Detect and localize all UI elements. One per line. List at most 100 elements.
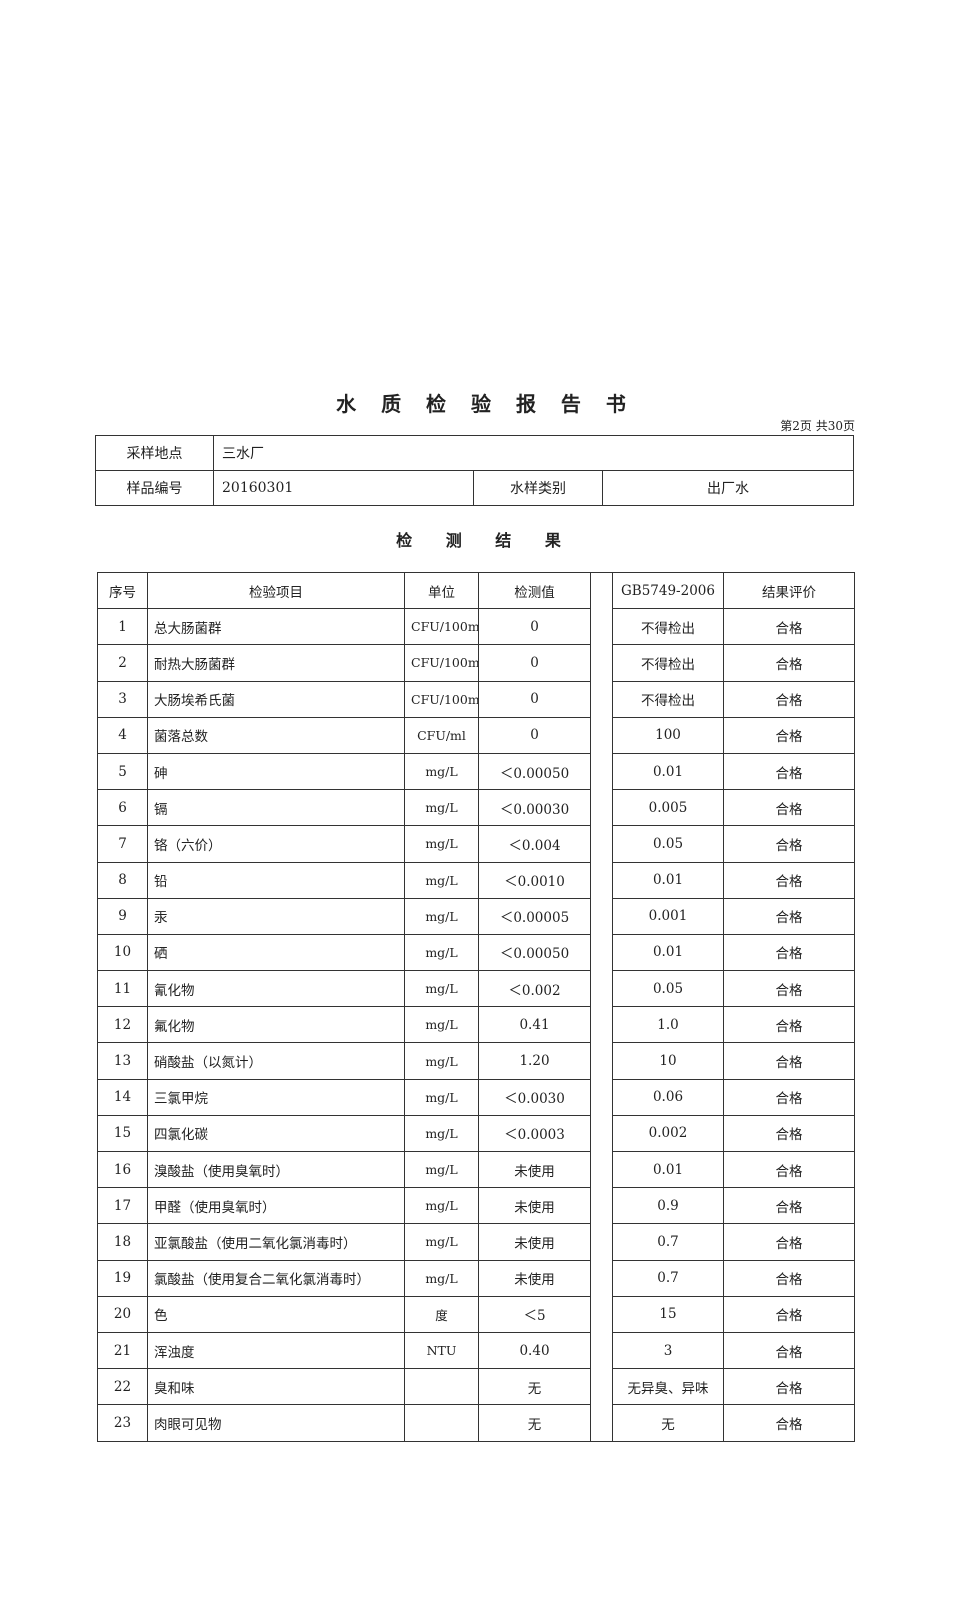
table-row: 4 菌落总数 CFU/ml 0 100 合格 xyxy=(97,716,855,754)
cell-value: ＜0.00030 xyxy=(478,789,591,827)
cell-value: ＜0.00050 xyxy=(478,933,591,972)
header-cell: 检测值 xyxy=(478,571,591,610)
cell-result: 合格 xyxy=(723,861,855,899)
cell-unit: mg/L xyxy=(404,1223,479,1261)
cell-unit xyxy=(404,1404,479,1442)
cell-seq: 16 xyxy=(97,1150,148,1189)
cell-value: ＜0.0003 xyxy=(478,1114,591,1153)
cell-result: 合格 xyxy=(723,1223,855,1261)
cell-unit: mg/L xyxy=(404,897,479,935)
cell-seq: 18 xyxy=(97,1223,148,1261)
cell-result: 合格 xyxy=(723,644,855,682)
table-row: 17 甲醛（使用臭氧时） mg/L 未使用 0.9 合格 xyxy=(97,1187,855,1225)
site-label: 采样地点 xyxy=(95,435,214,471)
results-table: 序号 检验项目 单位 检测值 GB5749-2006 结果评价 1 总大肠菌群 CF… xyxy=(97,571,855,1442)
cell-standard: 0.7 xyxy=(612,1223,724,1261)
cell-item: 四氯化碳 xyxy=(147,1114,405,1153)
cell-unit: CFU/100ml xyxy=(404,644,479,682)
table-row: 7 铬（六价） mg/L ＜0.004 0.05 合格 xyxy=(97,825,855,863)
header-cell: 结果评价 xyxy=(723,571,855,610)
cell-unit: mg/L xyxy=(404,752,479,791)
table-row: 15 四氯化碳 mg/L ＜0.0003 0.002 合格 xyxy=(97,1114,855,1153)
cell-seq: 4 xyxy=(97,716,148,754)
cell-value: ＜0.002 xyxy=(478,970,591,1008)
cell-value: ＜0.00050 xyxy=(478,752,591,791)
spacer-cell xyxy=(590,1260,613,1297)
table-row: 13 硝酸盐（以氮计） mg/L 1.20 10 合格 xyxy=(97,1042,855,1080)
report-title: 水 质 检 验 报 告 书 xyxy=(336,392,635,416)
cell-standard: 不得检出 xyxy=(612,644,724,682)
cell-seq: 6 xyxy=(97,789,148,827)
cell-unit: mg/L xyxy=(404,1078,479,1116)
cell-value: ＜0.00005 xyxy=(478,897,591,935)
spacer-cell xyxy=(590,571,613,609)
cell-standard: 1.0 xyxy=(612,1006,724,1044)
cell-standard: 0.001 xyxy=(612,897,724,935)
cell-standard: 0.05 xyxy=(612,825,724,863)
cell-seq: 2 xyxy=(97,644,148,682)
cell-seq: 20 xyxy=(97,1295,148,1333)
cell-seq: 8 xyxy=(97,861,148,899)
spacer-cell xyxy=(590,862,613,899)
cell-value: ＜5 xyxy=(478,1295,591,1333)
cell-item: 砷 xyxy=(147,752,405,791)
cell-standard: 0.01 xyxy=(612,861,724,899)
page-number: 第2页 共30页 xyxy=(780,419,855,433)
cell-result: 合格 xyxy=(723,1078,855,1116)
cell-item: 耐热大肠菌群 xyxy=(147,644,405,682)
cell-standard: 10 xyxy=(612,1042,724,1080)
cell-seq: 19 xyxy=(97,1259,148,1297)
cell-value: 无 xyxy=(478,1404,591,1442)
table-row: 8 铅 mg/L ＜0.0010 0.01 合格 xyxy=(97,861,855,899)
cell-value: ＜0.0030 xyxy=(478,1078,591,1116)
cell-standard: 0.01 xyxy=(612,1150,724,1189)
cell-standard: 0.9 xyxy=(612,1187,724,1225)
cell-standard: 不得检出 xyxy=(612,680,724,718)
cell-unit: CFU/100ml xyxy=(404,608,479,646)
spacer-cell xyxy=(590,717,613,754)
table-row: 14 三氯甲烷 mg/L ＜0.0030 0.06 合格 xyxy=(97,1078,855,1116)
spacer-cell xyxy=(590,970,613,1007)
table-row: 16 溴酸盐（使用臭氧时） mg/L 未使用 0.01 合格 xyxy=(97,1150,855,1189)
spacer-cell xyxy=(590,1296,613,1333)
cell-seq: 10 xyxy=(97,933,148,972)
cell-item: 氟化物 xyxy=(147,1006,405,1044)
spacer-cell xyxy=(590,898,613,935)
cell-unit: mg/L xyxy=(404,1259,479,1297)
cell-seq: 12 xyxy=(97,1006,148,1044)
cell-standard: 0.01 xyxy=(612,752,724,791)
cell-result: 合格 xyxy=(723,1006,855,1044)
cell-item: 臭和味 xyxy=(147,1368,405,1406)
table-row: 22 臭和味 无无异臭、异味 合格 xyxy=(97,1368,855,1406)
table-row: 23 肉眼可见物无无合格 xyxy=(97,1404,855,1442)
sample-info-table: 采样地点 三水厂 样品编号 20160301 水样类别 出厂水 xyxy=(95,435,855,506)
cell-item: 镉 xyxy=(147,789,405,827)
table-row: 21 浑浊度 NTU 0.40 3 合格 xyxy=(97,1331,855,1370)
cell-item: 三氯甲烷 xyxy=(147,1078,405,1116)
cell-value: 未使用 xyxy=(478,1259,591,1297)
cell-result: 合格 xyxy=(723,970,855,1008)
cell-seq: 9 xyxy=(97,897,148,935)
section-title: 检 测 结 果 xyxy=(396,531,575,550)
cell-result: 合格 xyxy=(723,1295,855,1333)
cell-unit: mg/L xyxy=(404,1114,479,1153)
table-row: 20 色度＜5 15 合格 xyxy=(97,1295,855,1333)
cell-standard: 0.05 xyxy=(612,970,724,1008)
cell-item: 浑浊度 xyxy=(147,1331,405,1370)
cell-item: 汞 xyxy=(147,897,405,935)
cell-standard: 15 xyxy=(612,1295,724,1333)
cell-result: 合格 xyxy=(723,1404,855,1442)
cell-seq: 23 xyxy=(97,1404,148,1442)
spacer-cell xyxy=(590,1404,613,1442)
cell-result: 合格 xyxy=(723,1331,855,1370)
cell-unit xyxy=(404,1368,479,1406)
table-row: 18 亚氯酸盐（使用二氧化氯消毒时） mg/L 未使用 0.7 合格 xyxy=(97,1223,855,1261)
cell-unit: mg/L xyxy=(404,1187,479,1225)
cell-seq: 7 xyxy=(97,825,148,863)
cell-result: 合格 xyxy=(723,825,855,863)
cell-standard: 0.7 xyxy=(612,1259,724,1297)
header-cell: GB5749-2006 xyxy=(612,571,724,610)
spacer-cell xyxy=(590,1187,613,1224)
cell-standard: 3 xyxy=(612,1331,724,1370)
table-header-row: 序号 检验项目 单位 检测值 GB5749-2006 结果评价 xyxy=(97,571,855,610)
